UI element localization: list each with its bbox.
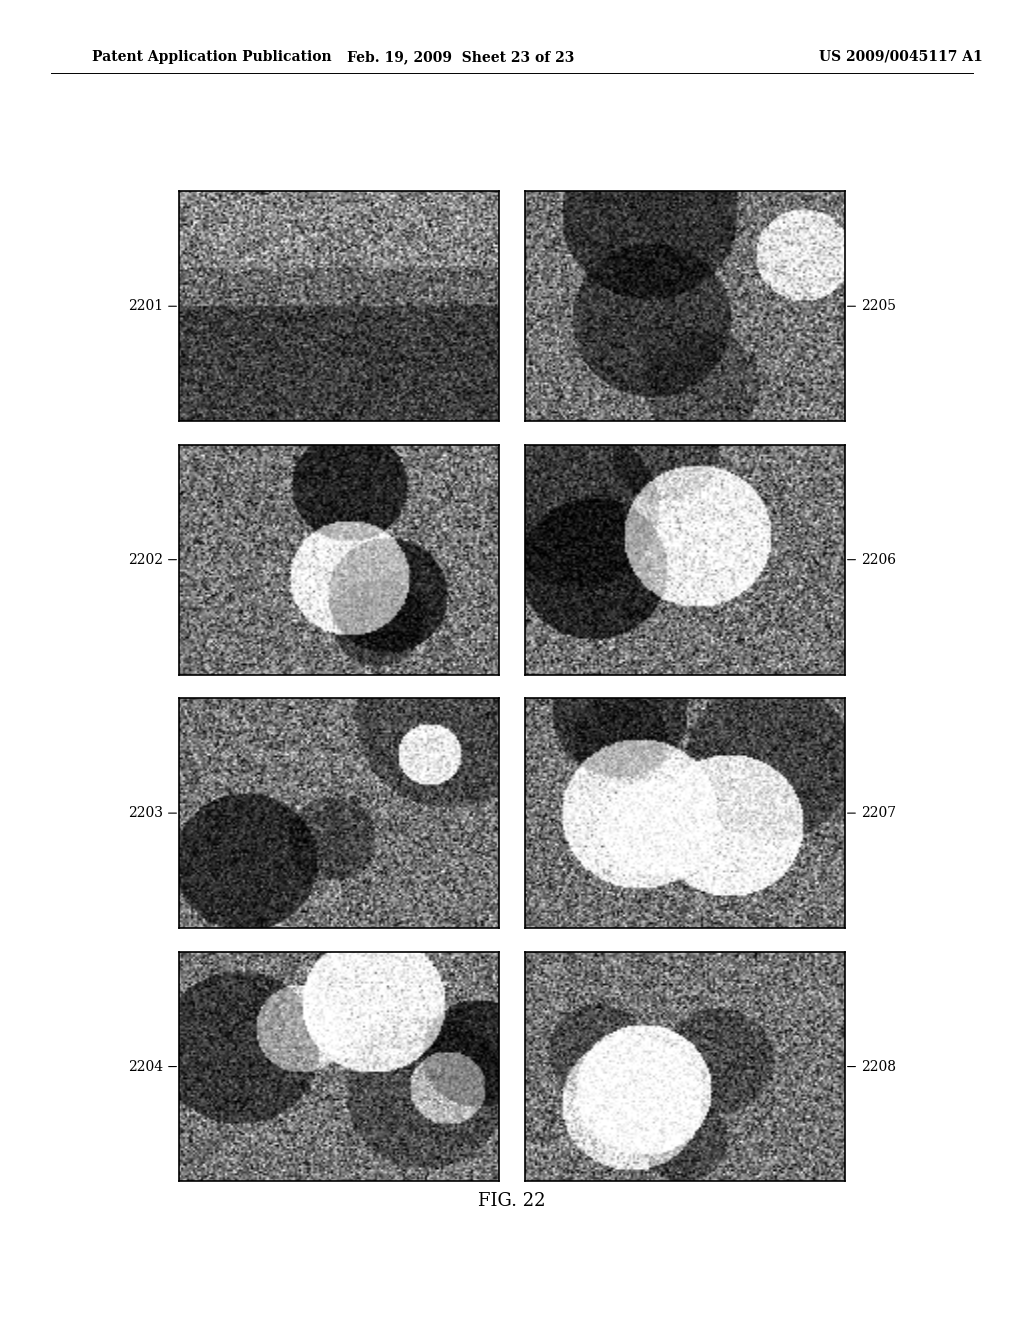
Text: Patent Application Publication: Patent Application Publication	[92, 50, 332, 63]
Text: 2206: 2206	[848, 553, 896, 566]
Text: 2207: 2207	[848, 807, 896, 820]
Text: FIG. 22: FIG. 22	[478, 1192, 546, 1210]
Text: 2203: 2203	[128, 807, 176, 820]
Text: 2201: 2201	[128, 300, 176, 313]
Text: Feb. 19, 2009  Sheet 23 of 23: Feb. 19, 2009 Sheet 23 of 23	[347, 50, 574, 63]
Text: 2202: 2202	[128, 553, 176, 566]
Text: US 2009/0045117 A1: US 2009/0045117 A1	[819, 50, 983, 63]
Text: 2205: 2205	[848, 300, 896, 313]
Text: 2208: 2208	[848, 1060, 896, 1073]
Text: 2204: 2204	[128, 1060, 176, 1073]
